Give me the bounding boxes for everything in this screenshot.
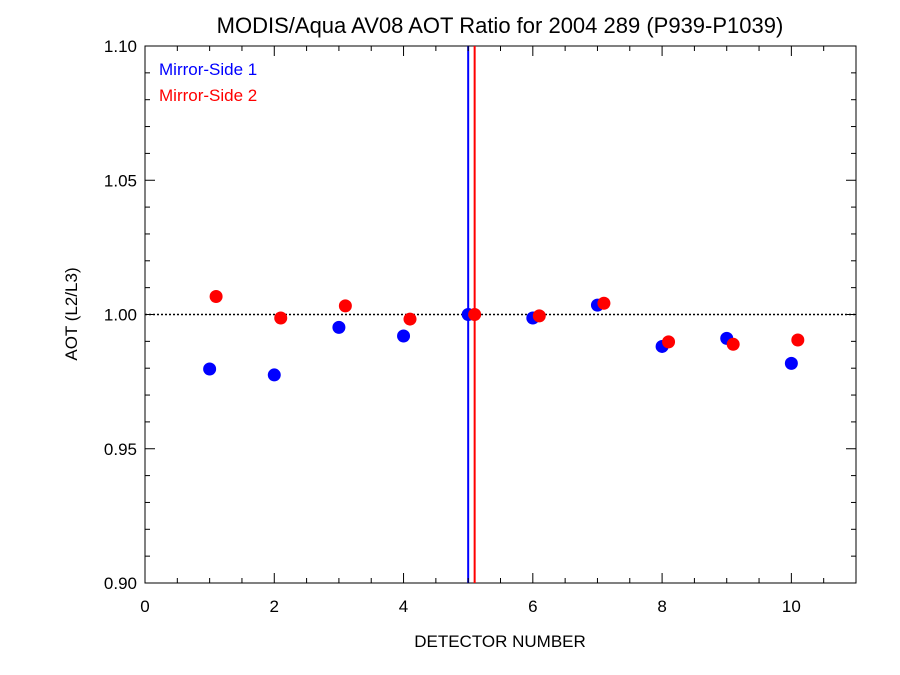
x-tick-label: 2 xyxy=(270,597,279,616)
data-point-series-1 xyxy=(267,368,281,382)
data-point-series-2 xyxy=(726,337,740,351)
y-tick-label: 1.10 xyxy=(104,37,137,56)
data-point-series-2 xyxy=(338,299,352,313)
x-tick-label: 6 xyxy=(528,597,537,616)
y-axis-label: AOT (L2/L3) xyxy=(62,267,81,360)
plot-area: 0 2 4 6 8 10 0.90 0.95 1.00 1.05 1.10 xyxy=(104,37,857,616)
data-point-series-2 xyxy=(209,290,223,304)
y-tick-label: 0.90 xyxy=(104,574,137,593)
x-tick-label: 10 xyxy=(782,597,801,616)
data-point-series-2 xyxy=(662,335,676,349)
data-point-series-2 xyxy=(532,309,546,323)
data-point-series-2 xyxy=(274,311,288,325)
data-point-series-2 xyxy=(468,308,482,321)
data-point-series-1 xyxy=(397,329,411,343)
legend: Mirror-Side 1 Mirror-Side 2 xyxy=(159,60,257,105)
data-point-series-1 xyxy=(784,356,798,370)
legend-entry-mirror-side-1: Mirror-Side 1 xyxy=(159,60,257,79)
x-tick-label: 0 xyxy=(140,597,149,616)
data-point-series-1 xyxy=(203,362,217,376)
y-tick-label: 0.95 xyxy=(104,440,137,459)
x-axis-label: DETECTOR NUMBER xyxy=(414,632,586,651)
data-point-series-2 xyxy=(791,333,805,347)
legend-entry-mirror-side-2: Mirror-Side 2 xyxy=(159,86,257,105)
y-tick-label: 1.05 xyxy=(104,171,137,190)
data-point-series-2 xyxy=(403,312,417,326)
chart-title: MODIS/Aqua AV08 AOT Ratio for 2004 289 (… xyxy=(217,13,784,38)
x-tick-label: 8 xyxy=(657,597,666,616)
data-point-series-2 xyxy=(597,296,611,310)
y-tick-label: 1.00 xyxy=(104,306,137,325)
data-point-series-1 xyxy=(332,320,346,334)
x-tick-label: 4 xyxy=(399,597,408,616)
